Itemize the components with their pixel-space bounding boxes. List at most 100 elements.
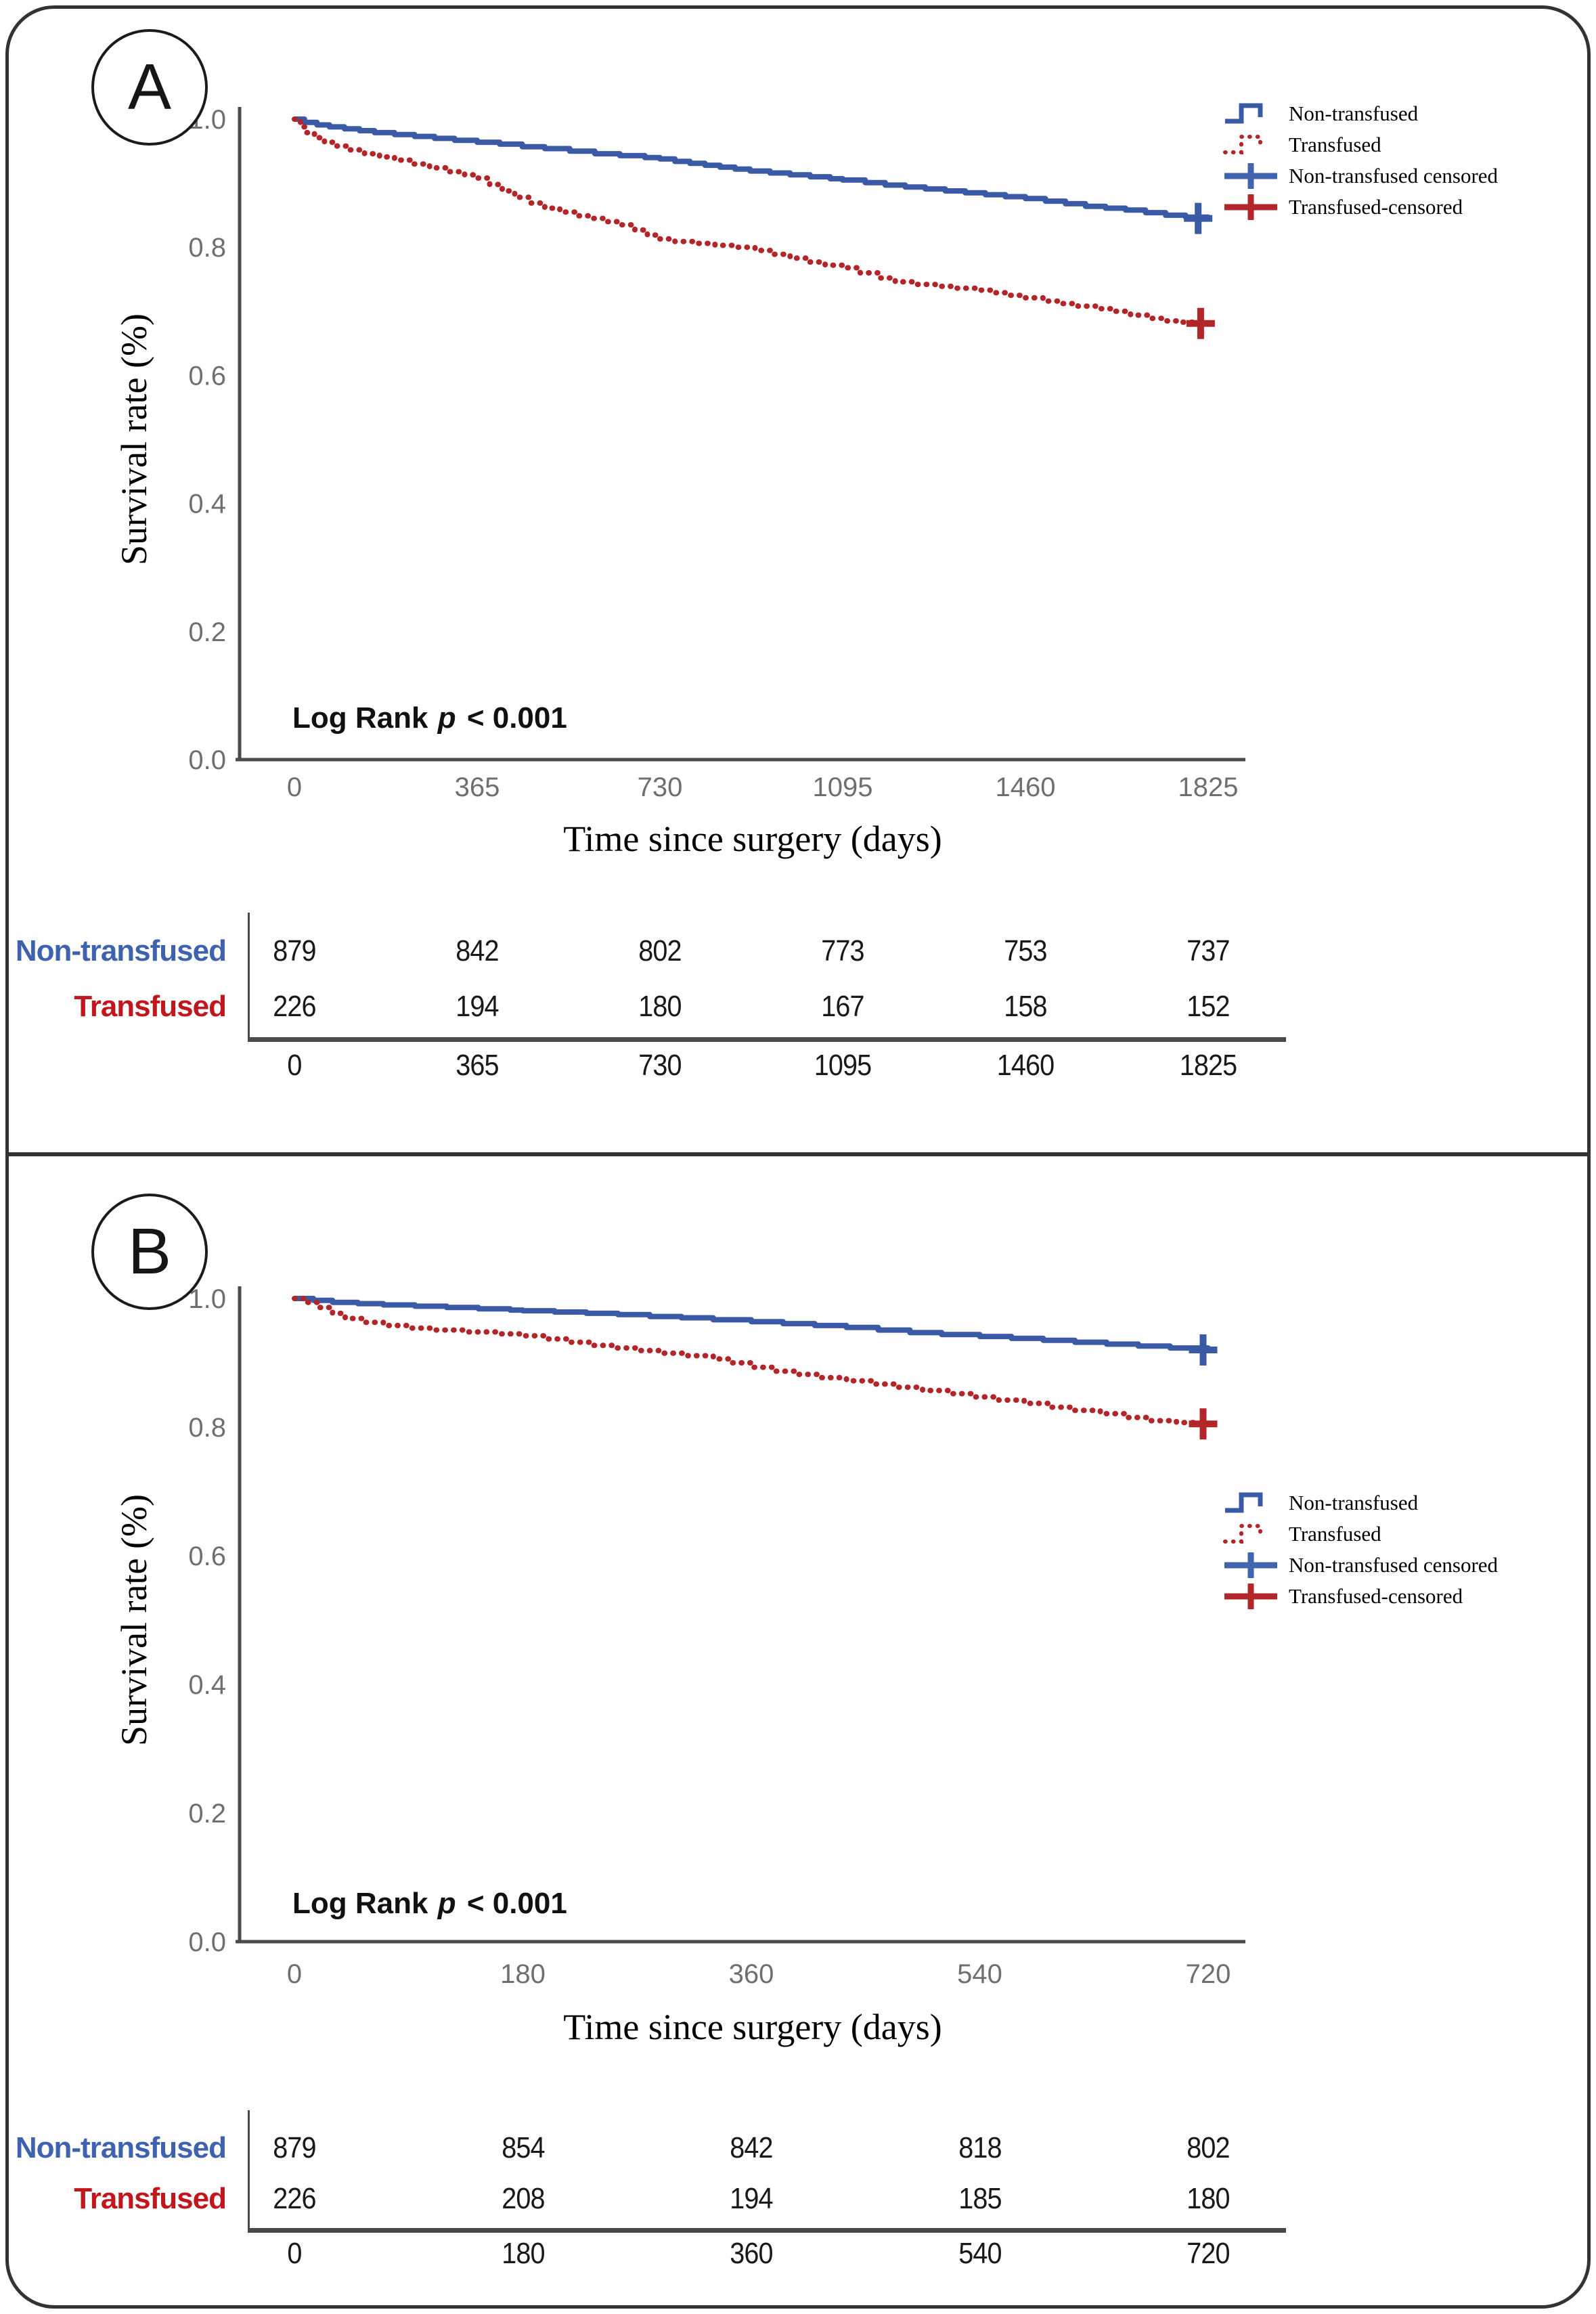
- risk-count: 773: [821, 934, 864, 967]
- risk-count: 226: [273, 990, 316, 1023]
- risk-table-hline: [248, 2228, 1286, 2233]
- risk-count: 158: [1004, 990, 1047, 1023]
- censored-mark-non-transfused: [1189, 1334, 1218, 1366]
- y-tick-label: 0.4: [188, 1670, 226, 1700]
- risk-time-tick: 180: [501, 2237, 545, 2270]
- x-tick-label: 1825: [1178, 772, 1239, 802]
- censored-mark-non-transfused: [1184, 202, 1213, 234]
- legend-label: Transfused: [1289, 133, 1381, 156]
- risk-count: 879: [273, 934, 316, 967]
- logrank-value: < 0.001: [466, 1887, 567, 1920]
- panel-a-legend: Non-transfused Transfused Non-transfused c…: [1222, 98, 1498, 223]
- risk-count: 180: [638, 990, 682, 1023]
- y-tick-label: 0.2: [188, 617, 226, 647]
- risk-time-tick: 720: [1187, 2237, 1230, 2270]
- y-tick-label: 0.0: [188, 745, 226, 775]
- non-transfused-censored-swatch-icon: [1224, 1552, 1277, 1578]
- legend-item-transfused: Transfused: [1222, 129, 1498, 160]
- transfused-swatch-icon: [1223, 1524, 1262, 1544]
- logrank-text: Log Rank: [292, 1887, 428, 1920]
- survival-curve-transfused: [292, 116, 1211, 326]
- risk-time-tick: 360: [730, 2237, 773, 2270]
- risk-time-tick: 0: [287, 1049, 302, 1082]
- x-tick-label: 1095: [813, 772, 873, 802]
- transfused-swatch-icon: [1223, 135, 1262, 154]
- y-tick-label: 0.8: [188, 1413, 226, 1443]
- risk-count: 879: [273, 2131, 316, 2164]
- censored-mark-transfused: [1189, 1408, 1218, 1440]
- risk-count: 802: [638, 934, 682, 967]
- legend-item-transfused-censored: Transfused-censored: [1222, 1581, 1498, 1612]
- risk-row-label: Non-transfused: [15, 934, 227, 967]
- legend-item-transfused: Transfused: [1222, 1519, 1498, 1550]
- logrank-p: p: [437, 1887, 456, 1920]
- y-tick-label: 0.6: [188, 1542, 226, 1571]
- panel-a-y-axis-title: Survival rate (%): [114, 313, 154, 565]
- risk-count: 854: [501, 2131, 545, 2164]
- risk-row-label: Transfused: [74, 990, 227, 1023]
- survival-curve-non-transfused: [294, 1296, 1211, 1351]
- panel-a-logrank-annotation: Log Rank p < 0.001: [292, 701, 567, 735]
- x-tick-label: 365: [455, 772, 500, 802]
- panel-b-y-axis-title: Survival rate (%): [114, 1494, 154, 1746]
- risk-time-tick: 365: [456, 1049, 499, 1082]
- legend-item-non-transfused-censored: Non-transfused censored: [1222, 1550, 1498, 1581]
- legend-item-non-transfused: Non-transfused: [1222, 98, 1498, 129]
- risk-count: 185: [958, 2182, 1002, 2215]
- risk-time-tick: 1460: [996, 1049, 1055, 1082]
- panel-a-x-axis-title: Time since surgery (days): [563, 818, 942, 859]
- panel-b-label: B: [127, 1215, 172, 1288]
- risk-count: 737: [1187, 934, 1230, 967]
- risk-row-label: Non-transfused: [15, 2131, 227, 2164]
- legend-item-non-transfused: Non-transfused: [1222, 1487, 1498, 1519]
- logrank-p: p: [437, 701, 456, 735]
- risk-count: 802: [1187, 2131, 1230, 2164]
- y-tick-label: 0.2: [188, 1799, 226, 1829]
- x-tick-label: 540: [957, 1959, 1002, 1989]
- x-tick-label: 0: [287, 772, 302, 802]
- risk-row-label: Transfused: [74, 2182, 227, 2215]
- non-transfused-swatch-icon: [1225, 103, 1263, 124]
- risk-time-tick: 540: [958, 2237, 1002, 2270]
- panel-b-chart: 1.0 0.8 0.6 0.4 0.2 0.0 0 180 360 540 720: [188, 1284, 1245, 1989]
- legend-label: Transfused-censored: [1289, 1584, 1463, 1608]
- risk-table-vline: [248, 913, 250, 1037]
- risk-count: 226: [273, 2182, 316, 2215]
- legend-label: Non-transfused censored: [1289, 164, 1499, 188]
- legend-label: Non-transfused: [1289, 102, 1419, 125]
- x-tick-label: 720: [1186, 1959, 1231, 1989]
- y-tick-label: 0.8: [188, 233, 226, 263]
- panel-divider: [5, 1152, 1591, 1156]
- panel-b-legend: Non-transfused Transfused Non-transfused c…: [1222, 1487, 1498, 1612]
- transfused-censored-swatch-icon: [1224, 194, 1277, 220]
- panel-b: 1.0 0.8 0.6 0.4 0.2 0.0 0 180 360 540 720 B Surviv…: [0, 1154, 1596, 2314]
- legend-label: Transfused: [1289, 1522, 1381, 1546]
- y-tick-label: 0.0: [188, 1927, 226, 1957]
- legend-label: Non-transfused: [1289, 1491, 1419, 1514]
- x-tick-label: 180: [500, 1959, 546, 1989]
- risk-count: 167: [821, 990, 864, 1023]
- x-tick-label: 1460: [996, 772, 1056, 802]
- panel-a: 1.0 0.8 0.6 0.4 0.2 0.0 0 365 730 1095 1460 1825 A …: [0, 0, 1596, 1154]
- risk-count: 194: [730, 2182, 773, 2215]
- x-tick-label: 0: [287, 1959, 302, 1989]
- risk-table-hline: [248, 1037, 1286, 1042]
- y-tick-label: 1.0: [188, 1284, 226, 1314]
- panel-a-chart: 1.00.80.60.40.20.00 365 730 1095 1460 1825: [188, 105, 1245, 802]
- logrank-text: Log Rank: [292, 701, 428, 735]
- panel-b-badge: B: [91, 1194, 208, 1310]
- legend-item-transfused-censored: Transfused-censored: [1222, 192, 1498, 223]
- risk-time-tick: 0: [287, 2237, 302, 2270]
- risk-time-tick: 1095: [814, 1049, 872, 1082]
- x-tick-label: 360: [729, 1959, 774, 1989]
- panel-b-x-axis-title: Time since surgery (days): [563, 2007, 942, 2047]
- risk-count: 842: [456, 934, 499, 967]
- non-transfused-censored-swatch-icon: [1224, 163, 1277, 189]
- risk-count: 208: [501, 2182, 545, 2215]
- risk-count: 753: [1004, 934, 1047, 967]
- logrank-value: < 0.001: [466, 701, 567, 735]
- survival-curve-non-transfused: [294, 116, 1211, 220]
- censored-mark-transfused: [1186, 307, 1215, 339]
- legend-label: Non-transfused censored: [1289, 1553, 1499, 1577]
- transfused-censored-swatch-icon: [1224, 1584, 1277, 1609]
